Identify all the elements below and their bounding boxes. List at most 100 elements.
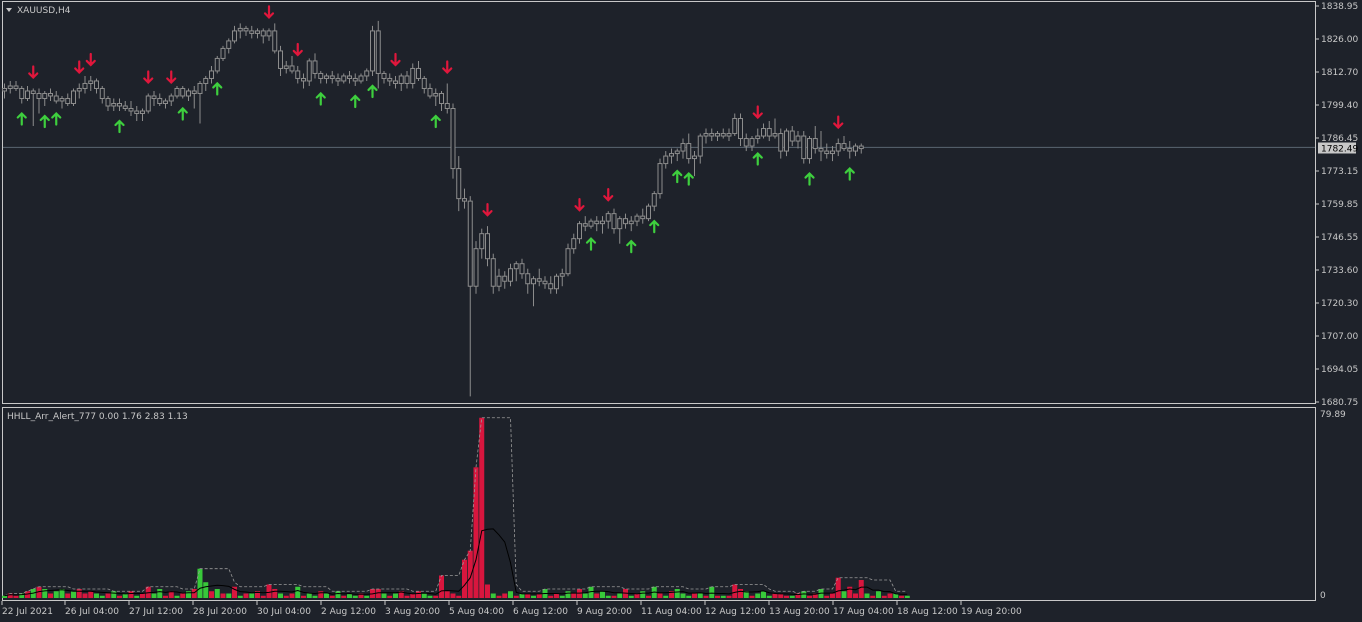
price-tick-label: 1707.00 <box>1321 332 1358 342</box>
candle-body <box>99 87 105 99</box>
candle-body <box>186 90 191 97</box>
signal-arrows <box>16 5 855 254</box>
price-tick-label: 1720.30 <box>1321 299 1358 309</box>
candle-body <box>617 218 623 230</box>
histogram-bar <box>364 595 370 598</box>
candle-body <box>94 80 99 89</box>
time-tick-label: 27 Jul 12:00 <box>129 607 183 617</box>
up-arrow-icon <box>626 239 637 254</box>
histogram-bar <box>209 591 214 598</box>
histogram-bar <box>398 591 404 598</box>
histogram-bar <box>812 593 818 598</box>
time-tick-label: 28 Jul 20:00 <box>193 607 247 617</box>
candle-body <box>387 77 393 82</box>
histogram-bar <box>594 593 600 598</box>
candle-body <box>467 200 473 287</box>
histogram-bar <box>347 593 352 598</box>
candle-body <box>628 220 634 225</box>
candle-body <box>347 75 352 79</box>
candle-body <box>588 220 594 227</box>
histogram-bar <box>571 593 577 598</box>
down-arrow-icon <box>752 105 763 120</box>
up-arrow-icon <box>752 151 763 166</box>
histogram-bar <box>203 582 209 598</box>
histogram-bar <box>789 595 795 598</box>
up-arrow-icon <box>672 169 683 184</box>
candle-body <box>30 90 36 94</box>
histogram-bar <box>358 593 364 598</box>
candle-body <box>818 148 824 152</box>
histogram-bar <box>807 595 812 598</box>
histogram-bar <box>830 593 835 598</box>
candle-body <box>651 193 657 207</box>
candle-body <box>565 248 571 275</box>
candle-body <box>824 150 830 155</box>
histogram-bar <box>692 593 697 598</box>
candle-body <box>122 105 128 110</box>
time-tick-label: 6 Aug 12:00 <box>513 607 568 617</box>
histogram-bar <box>255 591 260 598</box>
histogram-bar <box>853 593 858 598</box>
candle-body <box>600 220 605 225</box>
candle-body <box>197 82 203 94</box>
candle-body <box>283 65 289 69</box>
down-arrow-icon <box>28 65 39 80</box>
candle-body <box>611 213 617 230</box>
histogram-bar <box>755 593 761 598</box>
histogram-bar <box>496 595 502 598</box>
candle-body <box>444 102 450 110</box>
candle-body <box>513 263 519 270</box>
price-tick-label: 1826.00 <box>1321 35 1358 45</box>
histogram-bar <box>513 595 519 598</box>
down-arrow-icon <box>74 60 85 75</box>
candles[interactable] <box>2 20 864 397</box>
triangle-down-icon[interactable] <box>6 8 12 12</box>
candle-body <box>456 168 462 200</box>
candle-body <box>686 143 692 160</box>
price-tick-label: 1759.85 <box>1321 200 1358 210</box>
histogram-bar <box>605 595 611 598</box>
candle-body <box>48 92 53 97</box>
candle-body <box>71 90 76 104</box>
up-arrow-icon <box>430 114 441 129</box>
histogram-bar <box>715 595 720 598</box>
histogram-bar <box>732 584 738 598</box>
histogram-bar <box>306 593 312 598</box>
histogram-bar <box>778 593 784 598</box>
candle-body <box>703 133 709 137</box>
up-arrow-icon <box>39 114 50 129</box>
down-arrow-icon <box>574 198 585 212</box>
histogram-bar <box>559 595 565 598</box>
candle-body <box>243 27 249 32</box>
histogram-bar <box>341 595 347 598</box>
symbol-title[interactable]: XAUUSD,H4 <box>6 6 71 16</box>
candle-body <box>680 143 686 152</box>
candle-body <box>761 128 766 137</box>
candle-body <box>370 30 375 72</box>
candle-body <box>145 95 151 112</box>
candle-body <box>485 233 490 260</box>
candle-body <box>473 248 479 287</box>
candle-body <box>324 75 329 79</box>
histogram-bar <box>393 593 398 598</box>
time-tick-label: 13 Aug 20:00 <box>769 607 830 617</box>
candle-body <box>88 80 94 84</box>
candle-body <box>634 215 640 222</box>
time-tick-label: 18 Aug 12:00 <box>897 607 958 617</box>
histogram-bar <box>588 586 594 598</box>
candle-body <box>519 263 525 275</box>
up-arrow-icon <box>212 81 223 96</box>
indicator-scale-min: 0 <box>1320 591 1326 601</box>
candle-body <box>306 60 312 82</box>
down-arrow-icon <box>166 70 177 85</box>
histogram-bar <box>249 593 255 598</box>
candle-body <box>180 87 186 97</box>
down-arrow-icon <box>292 42 303 57</box>
down-arrow-icon <box>263 5 275 19</box>
histogram-bar <box>772 593 778 598</box>
up-arrow-icon <box>585 237 597 251</box>
histogram-bar <box>847 586 853 598</box>
histogram-bar <box>444 591 450 598</box>
series-line-dashed <box>4 417 908 597</box>
